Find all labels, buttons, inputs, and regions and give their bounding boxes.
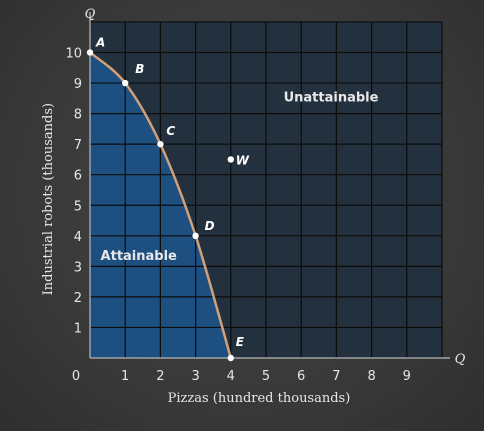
point-label-d: D <box>205 219 215 233</box>
y-tick-label: 8 <box>74 108 82 123</box>
x-axis-end-label: Q <box>455 352 466 367</box>
point-c <box>157 140 164 148</box>
point-label-w: W <box>236 153 250 167</box>
x-tick-label: 5 <box>262 369 270 384</box>
point-a <box>86 49 94 56</box>
point-label-e: E <box>236 335 245 349</box>
data-points: A B C D E W <box>86 36 250 362</box>
ppf-curve <box>89 51 233 359</box>
y-tick-label: 2 <box>74 291 82 306</box>
attainable-label: Attainable <box>101 249 178 264</box>
unattainable-label: Unattainable <box>284 90 379 105</box>
x-tick-label: 9 <box>403 369 411 384</box>
y-tick-label: 6 <box>74 169 82 184</box>
y-axis-end-label: Q <box>85 7 96 22</box>
y-tick-label: 3 <box>74 260 82 275</box>
x-tick-label: 3 <box>191 369 199 384</box>
point-b <box>122 79 129 87</box>
point-label-b: B <box>135 62 144 76</box>
y-tick-label: 7 <box>74 138 82 153</box>
x-tick-label: 6 <box>297 369 305 384</box>
x-axis-label: Pizzas (hundred thousands) <box>168 391 351 406</box>
point-label-c: C <box>166 124 175 138</box>
y-tick-labels: 1 2 3 4 5 6 7 8 9 10 <box>65 47 82 337</box>
y-tick-label: 1 <box>74 321 82 336</box>
x-tick-label: 1 <box>121 369 129 384</box>
point-e <box>227 354 234 362</box>
y-tick-label: 5 <box>74 199 82 214</box>
x-tick-label: 8 <box>367 369 375 384</box>
x-tick-labels: 0 1 2 3 4 5 6 7 8 9 <box>72 369 411 384</box>
y-tick-label: 9 <box>74 77 82 92</box>
y-tick-label: 4 <box>74 230 82 245</box>
y-axis-label: Industrial robots (thousands) <box>41 103 56 295</box>
y-tick-label: 10 <box>65 47 82 62</box>
x-tick-label: 7 <box>332 369 340 384</box>
x-tick-label: 2 <box>156 369 164 384</box>
point-d <box>192 232 199 239</box>
point-label-a: A <box>95 36 105 50</box>
x-tick-label: 0 <box>72 369 80 384</box>
axes <box>89 11 450 359</box>
x-tick-label: 4 <box>227 369 235 384</box>
point-w <box>227 156 234 163</box>
